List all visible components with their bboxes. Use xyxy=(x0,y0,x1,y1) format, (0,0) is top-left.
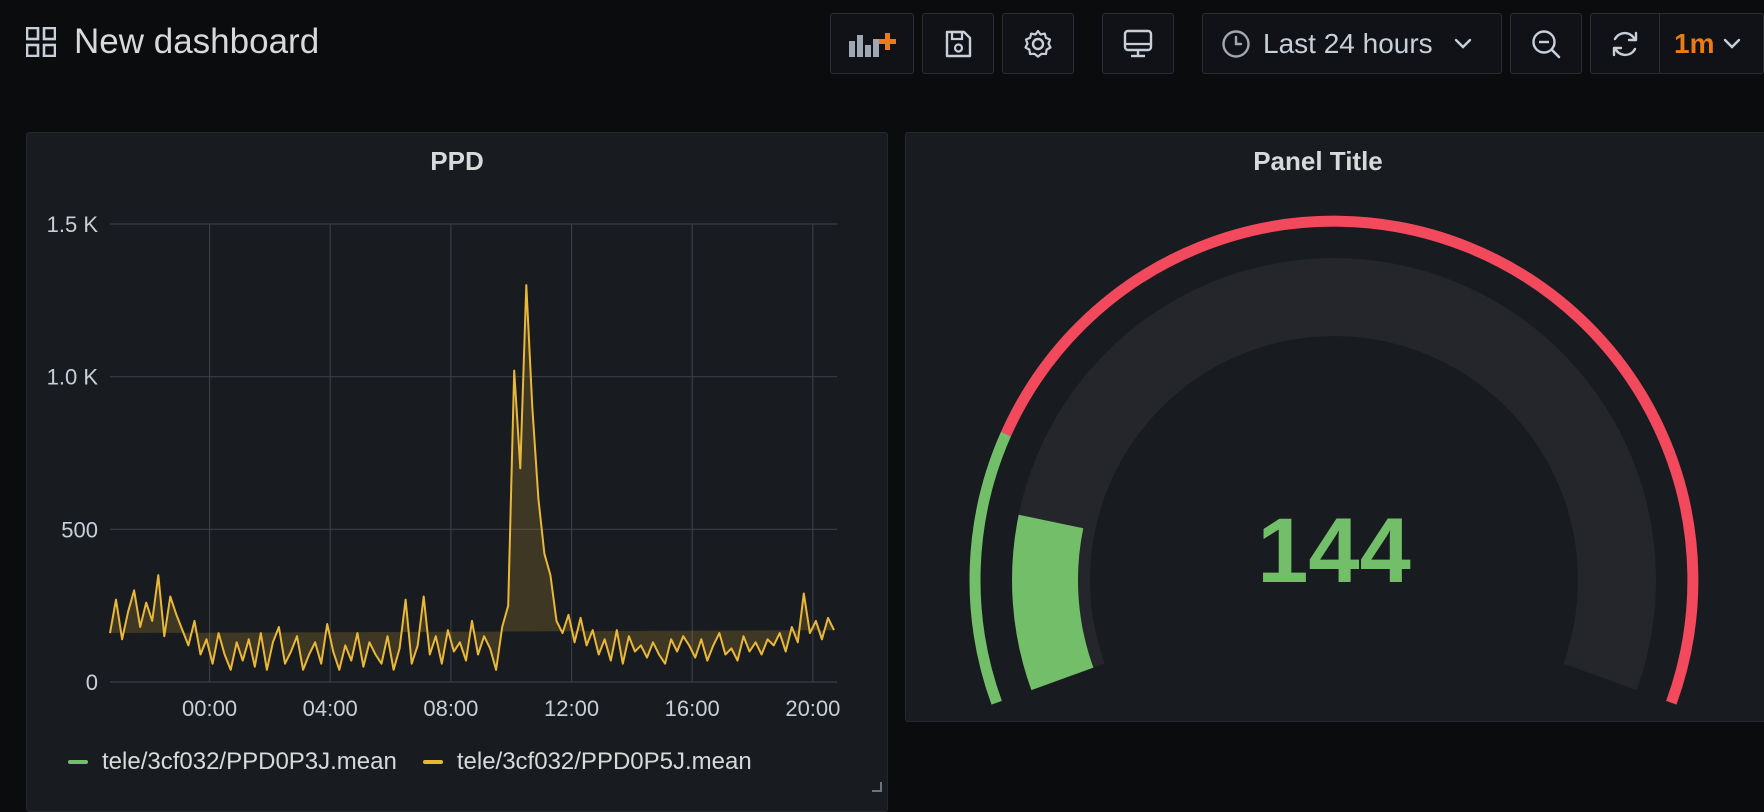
legend-swatch-green xyxy=(68,760,88,764)
dashboard-settings-button[interactable] xyxy=(1002,13,1074,74)
clock-icon xyxy=(1222,29,1250,58)
refresh-button[interactable] xyxy=(1590,13,1660,74)
x-tick-label: 20:00 xyxy=(785,696,840,721)
add-panel-icon xyxy=(849,32,896,57)
graph-panel[interactable] xyxy=(26,132,888,812)
gauge-value-arc xyxy=(1012,514,1094,691)
gear-icon xyxy=(1024,29,1052,58)
graph-panel-title[interactable]: PPD xyxy=(430,146,484,176)
time-range-label: Last 24 hours xyxy=(1263,27,1433,59)
legend-swatch-yellow xyxy=(422,760,443,764)
legend-label: tele/3cf032/PPD0P3J.mean xyxy=(102,748,397,775)
legend-item-ppd0p5j[interactable]: tele/3cf032/PPD0P5J.mean xyxy=(422,748,752,776)
save-icon xyxy=(945,30,972,57)
ppd-line-chart: 0 500 1.0 K 1.5 K 00:00 04:00 08:00 12:00 16:00 2… xyxy=(47,212,841,721)
save-dashboard-button[interactable] xyxy=(922,13,994,74)
zoom-out-icon xyxy=(1532,29,1561,58)
x-tick-label: 08:00 xyxy=(423,696,478,721)
gauge-panel-title[interactable]: Panel Title xyxy=(1253,146,1383,176)
x-tick-label: 12:00 xyxy=(544,696,599,721)
dashboard-title-text: New dashboard xyxy=(74,22,320,61)
gauge-chart: 144 xyxy=(969,215,1699,705)
zoom-out-button[interactable] xyxy=(1510,13,1582,74)
threshold-arc-green xyxy=(969,431,1012,705)
top-navbar: New dashboard xyxy=(0,0,1764,90)
chevron-down-icon xyxy=(1724,38,1741,49)
dashboard-title[interactable]: New dashboard xyxy=(26,22,319,62)
series-area-ppd0p5j xyxy=(110,285,834,670)
dashboard-grid-icon xyxy=(26,27,56,57)
gauge-value-text: 144 xyxy=(1257,500,1411,602)
series-line-ppd0p5j xyxy=(109,284,835,671)
resize-handle[interactable] xyxy=(872,782,882,792)
x-tick-label: 00:00 xyxy=(182,696,237,721)
legend-item-ppd0p3j[interactable]: tele/3cf032/PPD0P3J.mean xyxy=(68,748,397,776)
threshold-arc-red xyxy=(1000,215,1699,705)
x-tick-label: 04:00 xyxy=(303,696,358,721)
refresh-interval-picker[interactable]: 1m xyxy=(1659,13,1764,74)
y-tick-label: 0 xyxy=(86,670,98,695)
add-panel-button[interactable] xyxy=(830,13,914,74)
y-tick-label: 1.5 K xyxy=(47,212,99,237)
x-tick-label: 16:00 xyxy=(665,696,720,721)
refresh-icon xyxy=(1612,31,1638,56)
chevron-down-icon xyxy=(1454,38,1471,49)
monitor-icon xyxy=(1123,29,1153,57)
refresh-interval-label: 1m xyxy=(1674,27,1715,59)
cycle-view-mode-button[interactable] xyxy=(1102,13,1174,74)
y-tick-label: 1.0 K xyxy=(47,365,99,390)
gauge-track xyxy=(1012,258,1656,691)
y-tick-label: 500 xyxy=(61,517,98,542)
time-range-picker[interactable]: Last 24 hours xyxy=(1202,13,1502,74)
graph-legend: tele/3cf032/PPD0P3J.mean tele/3cf032/PPD… xyxy=(68,748,752,776)
legend-label: tele/3cf032/PPD0P5J.mean xyxy=(456,748,752,775)
